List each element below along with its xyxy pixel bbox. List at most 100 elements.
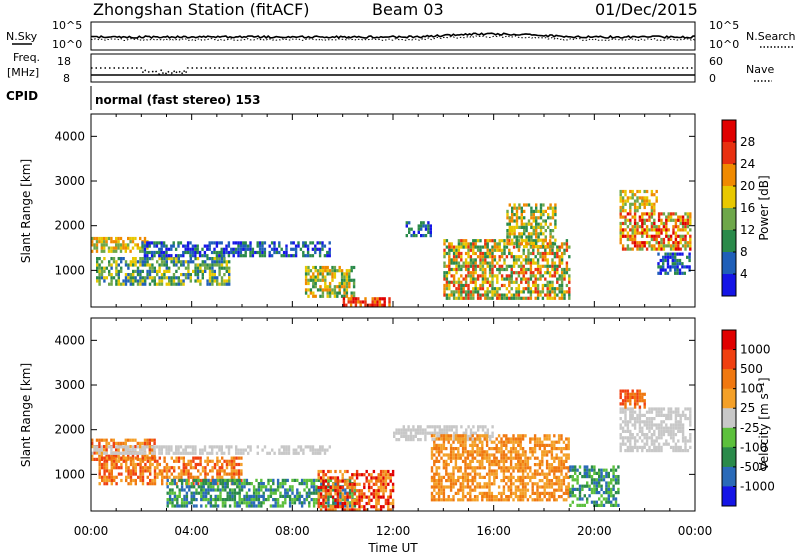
data-cell: [177, 475, 181, 479]
data-cell: [393, 434, 396, 438]
data-cell: [316, 448, 319, 452]
data-cell: [558, 283, 561, 288]
data-cell: [113, 462, 116, 467]
data-cell: [677, 407, 680, 411]
data-cell: [269, 504, 273, 508]
data-cell: [541, 290, 545, 294]
data-cell: [308, 491, 311, 495]
data-cell: [614, 475, 618, 479]
data-cell: [556, 293, 559, 297]
data-cell: [307, 265, 310, 270]
data-cell: [508, 229, 511, 233]
data-cell: [657, 426, 661, 430]
data-cell: [190, 491, 193, 495]
data-cell: [448, 425, 451, 429]
data-cell: [533, 447, 537, 451]
data-cell: [132, 263, 135, 267]
data-cell: [148, 448, 151, 452]
data-cell: [98, 236, 101, 241]
data-cell: [553, 261, 557, 265]
data-cell: [455, 255, 458, 259]
data-cell: [650, 221, 654, 226]
data-cell: [230, 445, 233, 449]
data-cell: [457, 261, 461, 265]
data-cell: [93, 457, 96, 461]
data-cell: [160, 451, 163, 455]
data-cell: [557, 469, 561, 473]
data-cell: [180, 488, 184, 492]
data-cell: [526, 475, 530, 479]
data-cell: [230, 459, 233, 463]
data-cell: [166, 498, 169, 502]
data-cell: [612, 468, 615, 472]
data-cell: [517, 296, 521, 300]
data-cell: [505, 245, 509, 249]
data-cell: [336, 269, 339, 273]
data-cell: [472, 264, 475, 268]
data-cell: [197, 475, 200, 479]
data-cell: [538, 472, 542, 476]
data-cell: [187, 469, 190, 473]
data-cell: [223, 266, 226, 270]
data-cell: [522, 264, 525, 268]
data-cell: [343, 272, 346, 276]
data-cell: [563, 290, 566, 294]
data-cell: [500, 267, 504, 272]
data-cell: [447, 440, 450, 444]
data-cell: [221, 482, 225, 486]
data-cell: [216, 504, 220, 508]
data-cell: [184, 451, 187, 455]
data-cell: [225, 445, 228, 449]
data-cell: [643, 241, 646, 245]
data-cell: [339, 489, 342, 493]
data-cell: [653, 228, 656, 232]
data-cell: [321, 275, 325, 279]
data-cell: [471, 498, 474, 502]
data-cell: [278, 241, 281, 245]
data-cell: [519, 453, 522, 457]
data-cell: [493, 472, 496, 476]
data-cell: [280, 445, 283, 449]
data-cell: [522, 267, 525, 272]
data-cell: [221, 475, 224, 479]
data-cell: [674, 423, 678, 427]
data-cell: [469, 498, 472, 502]
data-cell: [563, 242, 566, 246]
data-cell: [384, 473, 388, 477]
data-cell: [117, 273, 120, 277]
data-cell: [187, 445, 190, 449]
data-cell: [464, 485, 467, 489]
data-cell: [242, 451, 245, 455]
data-cell: [472, 248, 475, 252]
data-cell: [684, 439, 687, 443]
data-cell: [452, 245, 456, 249]
data-cell: [437, 495, 441, 499]
data-cell: [539, 255, 542, 259]
data-cell: [216, 257, 219, 261]
data-cell: [261, 448, 264, 452]
data-cell: [236, 478, 239, 482]
data-cell: [508, 232, 511, 236]
data-cell: [650, 202, 654, 206]
data-cell: [563, 248, 566, 252]
data-cell: [600, 503, 603, 507]
data-cell: [539, 238, 543, 242]
data-cell: [355, 501, 359, 506]
data-cell: [437, 498, 441, 502]
data-cell: [645, 189, 649, 194]
data-cell: [551, 267, 554, 272]
data-cell: [353, 473, 356, 477]
data-cell: [679, 228, 682, 232]
data-cell: [384, 501, 388, 506]
data-cell: [541, 283, 545, 288]
data-cell: [139, 459, 142, 463]
data-cell: [234, 241, 238, 245]
data-cell: [307, 269, 310, 273]
data-cell: [549, 229, 552, 233]
data-cell: [120, 456, 123, 460]
data-cell: [443, 293, 446, 297]
data-cell: [521, 479, 525, 483]
data-cell: [216, 475, 219, 479]
data-cell: [237, 472, 241, 476]
data-cell: [136, 269, 140, 273]
